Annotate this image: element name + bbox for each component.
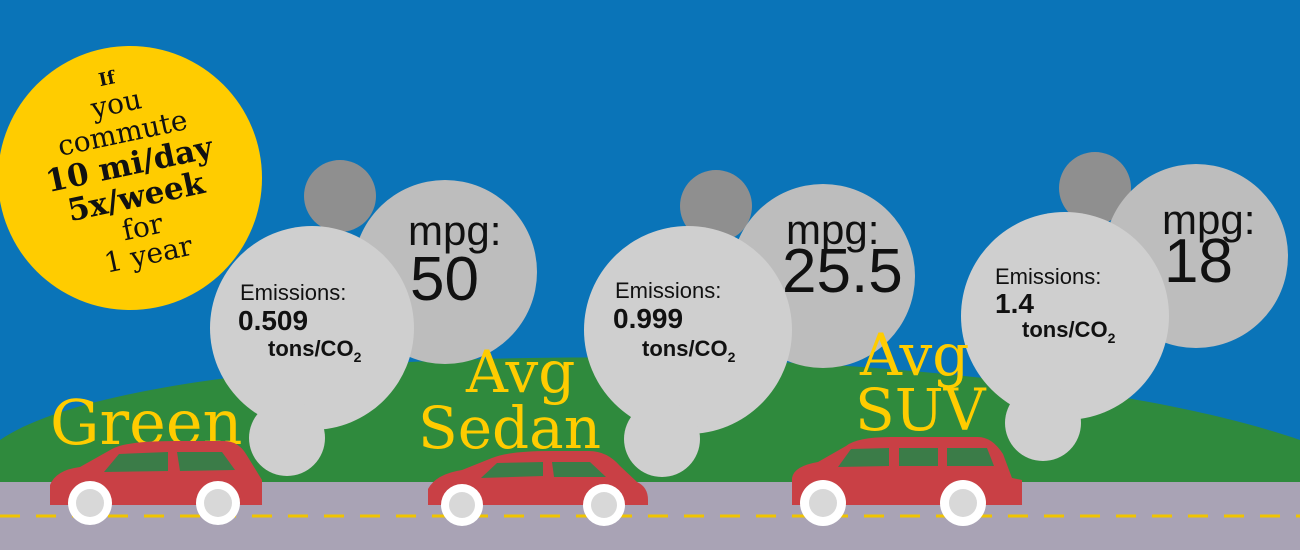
emissions-unit-main: tons/CO xyxy=(1022,317,1108,342)
mpg-value: 18 xyxy=(1164,227,1233,296)
emissions-label: Emissions: xyxy=(615,278,721,303)
suv-car-icon xyxy=(792,437,1022,526)
emissions-unit: tons/CO2 xyxy=(268,336,362,365)
exhaust-puff-light xyxy=(1005,385,1081,461)
emissions-value: 0.999 xyxy=(613,303,683,334)
sedan-car-icon xyxy=(428,451,648,526)
vehicle-label-suv-line2: SUV xyxy=(855,376,987,444)
emissions-unit-main: tons/CO xyxy=(268,336,354,361)
exhaust-puff-light xyxy=(249,400,325,476)
emissions-label: Emissions: xyxy=(995,264,1101,289)
mpg-value: 25.5 xyxy=(782,237,903,306)
intro-badge: If you commute 10 mi/day 5x/week for 1 y… xyxy=(0,46,262,310)
exhaust-puff-dark xyxy=(680,170,752,242)
vehicle-label-suv-line1: Avg xyxy=(859,321,969,389)
emissions-unit-main: tons/CO xyxy=(642,336,728,361)
vehicle-label-sedan-line2: Sedan xyxy=(418,394,601,462)
mpg-label: mpg: xyxy=(786,206,879,253)
vehicle-label-sedan-line1: Avg xyxy=(465,338,575,406)
intro-badge-circle xyxy=(0,46,262,310)
emissions-cloud xyxy=(961,212,1169,420)
green-car-icon xyxy=(50,441,262,525)
vehicle-sedan-group: mpg: 25.5 Emissions: 0.999 tons/CO2 Avg … xyxy=(418,170,915,526)
exhaust-puff-dark xyxy=(304,160,376,232)
emissions-value: 0.509 xyxy=(238,305,308,336)
mpg-label: mpg: xyxy=(1162,196,1255,243)
emissions-unit-sub: 2 xyxy=(728,349,736,365)
mpg-value: 50 xyxy=(410,245,479,314)
emissions-unit: tons/CO2 xyxy=(1022,317,1116,346)
exhaust-puff-dark xyxy=(1059,152,1131,224)
emissions-unit-sub: 2 xyxy=(1108,330,1116,346)
emissions-cloud xyxy=(584,226,792,434)
mpg-label: mpg: xyxy=(408,207,501,254)
emissions-value: 1.4 xyxy=(995,288,1034,319)
emissions-cloud xyxy=(210,226,414,430)
emissions-unit-sub: 2 xyxy=(354,349,362,365)
emissions-unit: tons/CO2 xyxy=(642,336,736,365)
vehicle-green-group: mpg: 50 Emissions: 0.509 tons/CO2 Green xyxy=(50,160,537,525)
vehicle-suv-group: mpg: 18 Emissions: 1.4 tons/CO2 Avg SUV xyxy=(792,152,1288,526)
emissions-label: Emissions: xyxy=(240,280,346,305)
intro-line-if: If xyxy=(97,67,118,91)
exhaust-puff-light xyxy=(624,401,700,477)
